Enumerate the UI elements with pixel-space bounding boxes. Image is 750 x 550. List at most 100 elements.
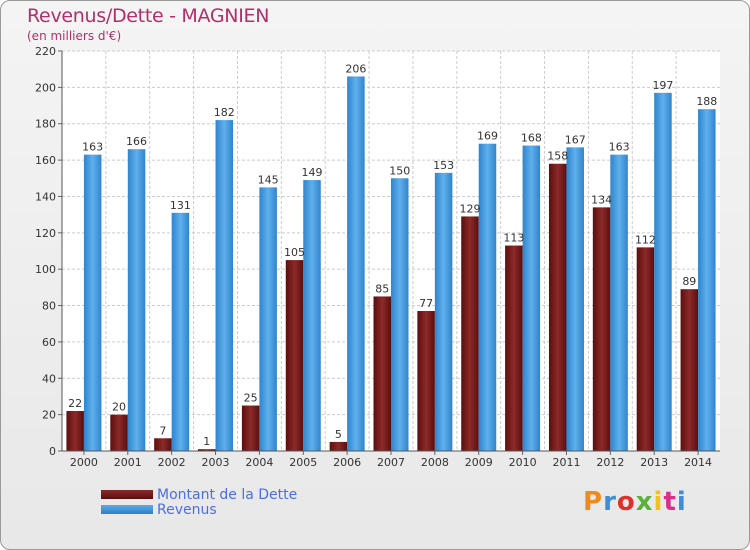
bar-revenus (347, 76, 365, 452)
bar-revenus (478, 143, 497, 451)
x-tick-label: 2008 (421, 456, 449, 469)
value-label-debt: 105 (284, 246, 305, 259)
chart-title: Revenus/Dette - MAGNIEN (27, 5, 270, 27)
bar-debt (417, 311, 435, 451)
x-tick-label: 2001 (114, 456, 142, 469)
x-tick-label: 2002 (158, 456, 186, 469)
value-label-debt: 89 (682, 275, 696, 288)
logo-letter: r (603, 487, 617, 517)
x-tick-label: 2000 (70, 456, 98, 469)
x-tick-label: 2006 (333, 456, 361, 469)
value-label-debt: 25 (244, 392, 258, 405)
bar-revenus (391, 178, 409, 452)
value-label-debt: 158 (547, 150, 568, 163)
value-label-debt: 134 (591, 193, 612, 206)
bar-revenus (566, 147, 584, 451)
bar-revenus (434, 172, 453, 451)
y-tick-label: 40 (42, 372, 56, 385)
bar-revenus (610, 154, 628, 452)
bar-debt (198, 449, 216, 451)
value-label-debt: 85 (375, 282, 389, 295)
value-label-debt: 112 (635, 233, 656, 246)
bar-revenus (83, 154, 102, 452)
legend-item-debt: Montant de la Dette (101, 486, 298, 503)
logo-letter: o (616, 487, 636, 517)
value-label-revenus: 153 (433, 159, 454, 172)
x-tick-label: 2003 (202, 456, 230, 469)
x-tick-label: 2013 (640, 456, 668, 469)
chart-subtitle: (en milliers d'€) (27, 29, 122, 43)
value-label-revenus: 197 (652, 79, 673, 92)
bar-debt (110, 414, 128, 451)
x-tick-label: 2005 (289, 456, 317, 469)
y-tick-label: 60 (42, 336, 56, 349)
x-tick-label: 2009 (465, 456, 493, 469)
y-tick-label: 160 (35, 154, 56, 167)
logo-letter: x (635, 487, 654, 517)
x-tick-label: 2010 (509, 456, 537, 469)
value-label-debt: 1 (203, 435, 210, 448)
y-tick-label: 20 (42, 409, 56, 422)
chart-legend: Montant de la Dette Revenus (101, 486, 298, 518)
bar-revenus (654, 92, 672, 452)
value-label-revenus: 182 (214, 106, 235, 119)
x-tick-label: 2007 (377, 456, 405, 469)
bar-debt (373, 296, 391, 451)
legend-swatch-revenus (101, 505, 153, 514)
value-label-revenus: 163 (82, 141, 103, 154)
value-label-revenus: 149 (302, 166, 323, 179)
proxiti-logo: Proxiti (583, 487, 687, 517)
logo-letter: i (653, 487, 664, 517)
y-tick-label: 0 (49, 445, 56, 458)
value-label-revenus: 145 (258, 173, 279, 186)
y-tick-label: 140 (35, 190, 56, 203)
value-label-debt: 22 (68, 397, 82, 410)
bar-debt (680, 289, 699, 451)
legend-label-revenus: Revenus (157, 501, 217, 518)
legend-item-revenus: Revenus (101, 501, 297, 518)
value-label-revenus: 150 (389, 164, 410, 177)
bar-debt (636, 247, 655, 451)
value-label-revenus: 167 (565, 133, 586, 146)
value-label-revenus: 163 (609, 141, 630, 154)
bar-revenus (215, 120, 234, 451)
value-label-debt: 113 (503, 232, 524, 245)
logo-letter: P (583, 487, 604, 517)
value-label-debt: 5 (335, 428, 342, 441)
value-label-revenus: 169 (477, 130, 498, 143)
legend-label-debt: Montant de la Dette (157, 486, 298, 503)
bar-revenus (522, 145, 541, 451)
bar-debt (241, 405, 260, 451)
bar-revenus (259, 187, 277, 451)
y-tick-label: 100 (35, 263, 56, 276)
value-label-revenus: 188 (696, 95, 717, 108)
value-label-revenus: 206 (345, 62, 366, 75)
bar-revenus (171, 212, 190, 451)
bar-revenus (127, 149, 146, 451)
value-label-debt: 20 (112, 401, 126, 414)
y-tick-label: 220 (35, 45, 56, 58)
value-label-debt: 7 (159, 424, 166, 437)
y-tick-label: 80 (42, 300, 56, 313)
x-tick-label: 2004 (245, 456, 273, 469)
bar-revenus (303, 180, 321, 451)
bar-revenus (698, 109, 716, 451)
bar-debt (154, 438, 172, 451)
y-tick-label: 200 (35, 81, 56, 94)
logo-letter: t (663, 487, 677, 517)
x-tick-label: 2012 (596, 456, 624, 469)
logo-letter: i (676, 487, 687, 517)
bar-debt (548, 163, 567, 451)
value-label-debt: 77 (419, 297, 433, 310)
bar-debt (505, 245, 523, 451)
bar-debt (66, 411, 84, 451)
x-tick-label: 2011 (552, 456, 580, 469)
bar-debt (461, 216, 479, 451)
bar-debt (285, 260, 304, 451)
legend-swatch-debt (101, 490, 153, 499)
y-tick-label: 120 (35, 227, 56, 240)
bar-debt (329, 441, 348, 451)
x-tick-label: 2014 (684, 456, 712, 469)
